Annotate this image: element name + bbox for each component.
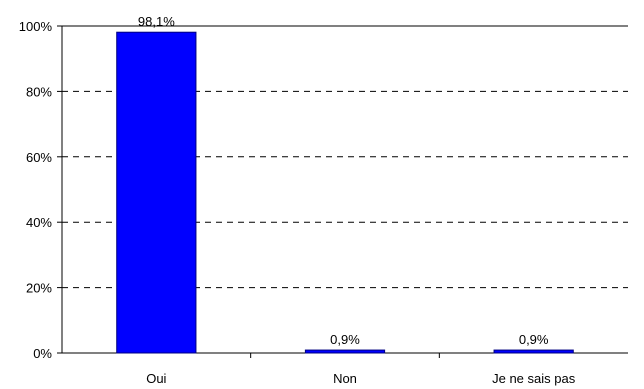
y-tick-label: 60% (26, 150, 52, 165)
bars (116, 31, 574, 354)
y-tick-label: 80% (26, 84, 52, 99)
category-label: Non (333, 371, 357, 386)
data-label: 0,9% (330, 332, 360, 347)
y-tick-label: 100% (19, 19, 53, 34)
bar-2 (304, 349, 386, 354)
category-label: Je ne sais pas (492, 371, 576, 386)
y-tick-label: 0% (33, 346, 52, 361)
data-label: 98,1% (138, 14, 175, 29)
y-tick-label: 40% (26, 215, 52, 230)
labels: 0% 20% 40% 60% 80% 100% 98,1% Oui 0,9% Non 0,9% Je … (19, 14, 576, 386)
bar-1 (116, 31, 197, 354)
y-tick-label: 20% (26, 281, 52, 296)
data-label: 0,9% (519, 332, 549, 347)
gridlines (62, 25, 628, 289)
bar-3 (493, 349, 574, 354)
category-label: Oui (146, 371, 166, 386)
